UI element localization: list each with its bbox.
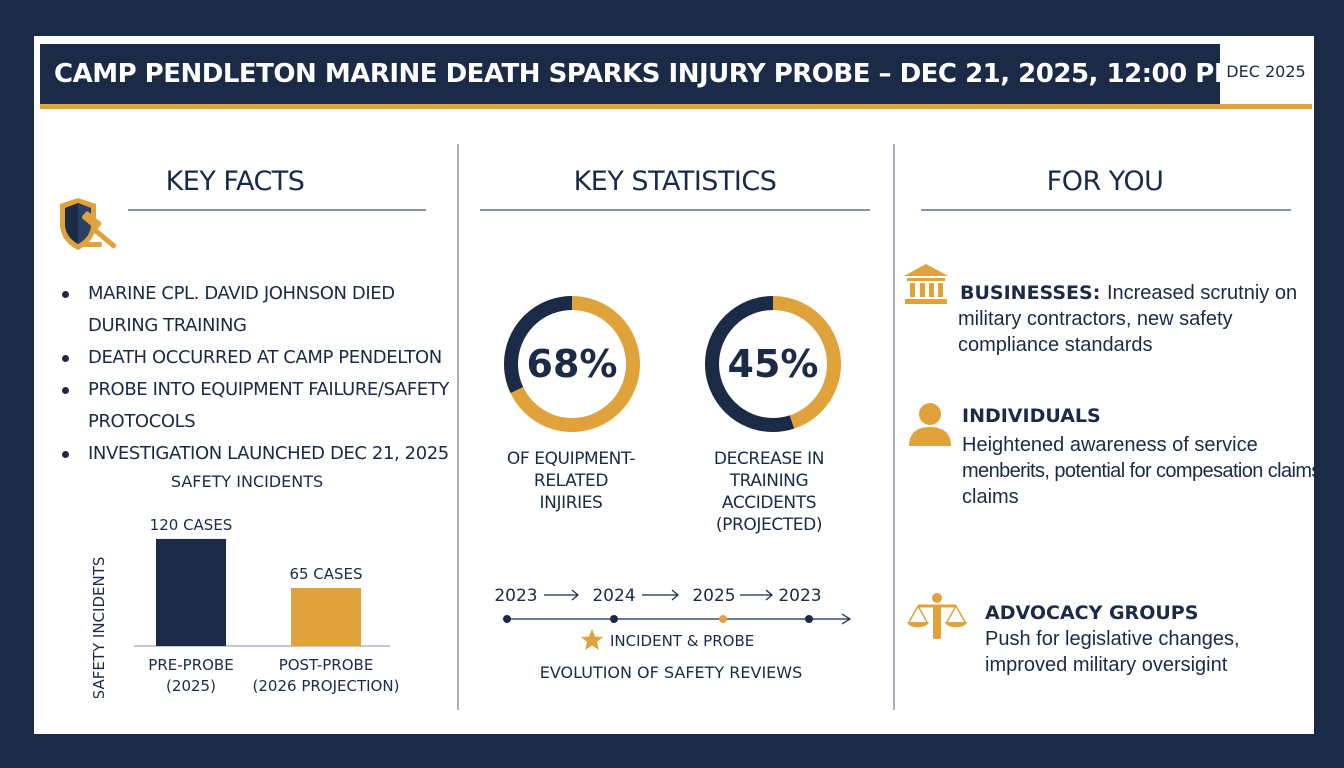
for-you-body-businesses: military contractors, new safety complia… [958, 308, 1233, 356]
y-axis-label: SAFETY INCIDENTS [90, 557, 108, 698]
timeline-year: 2023 [778, 586, 821, 606]
key-facts-list: MARINE CPL. DAVID JOHNSON DIED DURING TR… [60, 278, 508, 470]
timeline-dot-highlight [719, 615, 727, 623]
list-item: INVESTIGATION LAUNCHED DEC 21, 2025 [60, 438, 508, 470]
bank-building-icon [904, 264, 948, 304]
shield-gavel-icon [60, 198, 117, 250]
timeline-year: 2023 [494, 586, 537, 606]
scales-person-icon [907, 593, 967, 639]
key-statistics-underline [480, 209, 870, 211]
list-item: PROBE INTO EQUIPMENT FAILURE/SAFETY PROT… [60, 374, 508, 438]
bar-value-label: 120 CASES [150, 516, 233, 534]
timeline-arrows [544, 589, 773, 601]
ring-value: 45% [727, 342, 819, 386]
infographic-card [34, 36, 1314, 734]
category-label: (2026 PROJECTION) [253, 677, 400, 695]
timeline-caption: EVOLUTION OF SAFETY REVIEWS [540, 663, 803, 682]
for-you-title: FOR YOU [1046, 166, 1164, 197]
for-you-underline [921, 209, 1291, 211]
timeline-year: 2024 [592, 586, 635, 606]
ring-chart-training-accidents [705, 296, 841, 432]
ring-value: 68% [526, 342, 618, 386]
ring-caption: DECREASE IN TRAINING ACCIDENTS (PROJECTE… [713, 449, 825, 535]
date-badge: DEC 2025 [1220, 44, 1312, 104]
list-item: MARINE CPL. DAVID JOHNSON DIED DURING TR… [60, 278, 508, 342]
bar-value-label: 65 CASES [289, 565, 362, 583]
category-label: POST-PROBE [279, 656, 374, 674]
person-icon [909, 403, 951, 446]
for-you-body-individuals: Heightened awareness of service menberit… [962, 434, 1321, 508]
column-divider [893, 144, 895, 710]
timeline: 2023 2024 2025 2023 INCIDENT & PROBE EVO… [494, 586, 852, 682]
category-label: (2025) [166, 677, 216, 695]
category-label: PRE-PROBE [148, 656, 233, 674]
for-you-heading-individuals: INDIVIDUALS [962, 405, 1101, 427]
key-facts-underline [128, 209, 426, 211]
for-you-body-advocacy: Push for legislative changes, improved m… [985, 628, 1240, 676]
timeline-dot [805, 615, 813, 623]
column-divider [457, 144, 459, 710]
chart-title: SAFETY INCIDENTS [171, 472, 323, 491]
for-you-heading-businesses: BUSINESSES: Increased scrutniy on [960, 282, 1298, 304]
safety-incidents-chart: SAFETY INCIDENTS SAFETY INCIDENTS 120 CASE… [90, 472, 400, 698]
key-statistics-title: KEY STATISTICS [573, 166, 777, 197]
timeline-marker-label: INCIDENT & PROBE [610, 632, 754, 650]
list-item: DEATH OCCURRED AT CAMP PENDELTON [60, 342, 508, 374]
ring-segment [504, 296, 640, 432]
timeline-axis [506, 613, 852, 625]
bar [156, 538, 226, 646]
timeline-dot [503, 615, 511, 623]
star-icon [581, 629, 603, 650]
key-facts-title: KEY FACTS [165, 166, 305, 197]
headline-banner: CAMP PENDLETON MARINE DEATH SPARKS INJUR… [40, 44, 1220, 104]
ring-caption: OF EQUIPMENT- RELATED INJIRIES [506, 449, 636, 513]
ring-chart-equipment-injuries [504, 296, 640, 432]
ring-segment [705, 296, 841, 432]
gold-divider [40, 104, 1312, 109]
timeline-dot [610, 615, 618, 623]
for-you-heading-advocacy: ADVOCACY GROUPS [985, 602, 1199, 624]
timeline-year: 2025 [692, 586, 735, 606]
bar [291, 588, 361, 646]
